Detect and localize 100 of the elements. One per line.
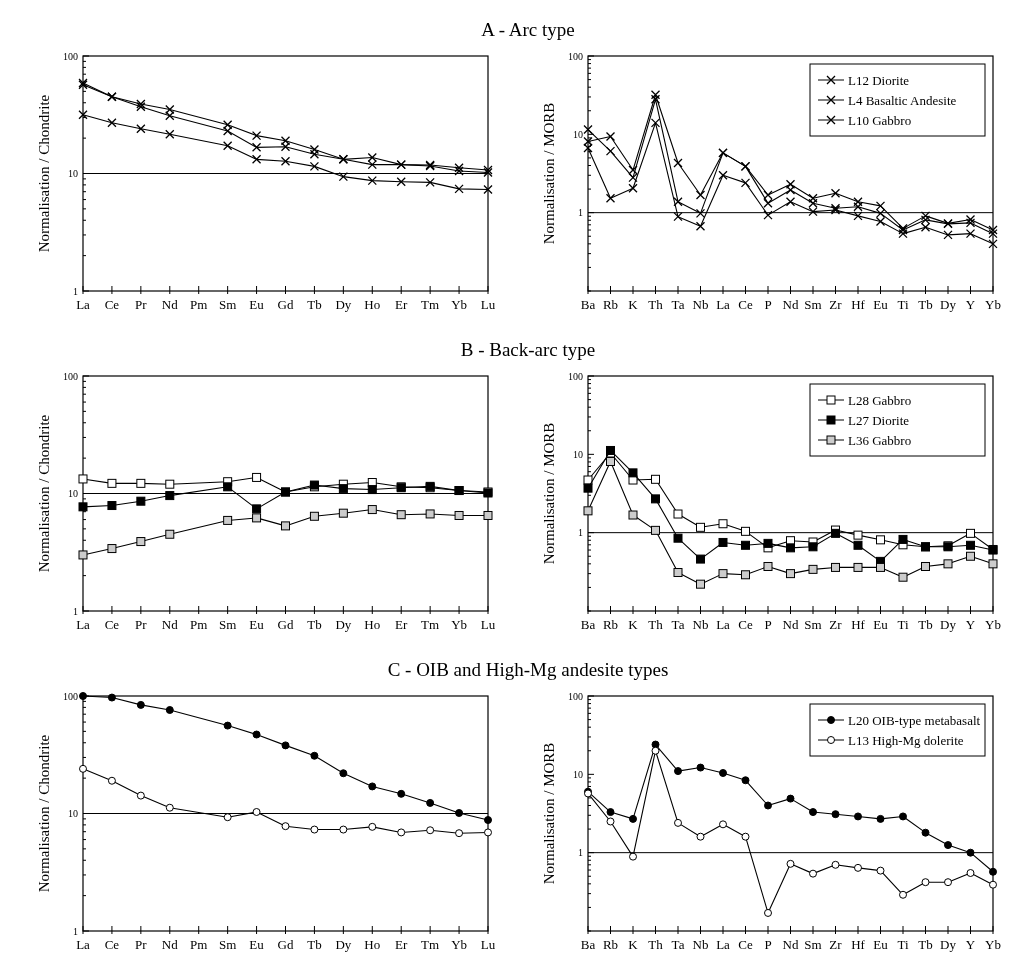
legend-label: L12 Diorite [848, 72, 910, 88]
y-tick-label: 10 [573, 768, 583, 780]
x-tick-label: K [628, 297, 639, 312]
legend-label: L4 Basaltic Andesite [848, 92, 957, 108]
x-tick-label: Pr [135, 297, 148, 312]
x-tick-label: Lu [480, 937, 496, 952]
x-tick-label: Ho [364, 617, 381, 632]
x-tick-label: Ce [738, 937, 753, 952]
x-tick-label: Yb [451, 297, 468, 312]
text: B - Back-arc type [460, 339, 596, 360]
x-tick-label: Sm [218, 937, 237, 952]
x-tick-label: Th [648, 617, 664, 632]
x-tick-label: Ti [897, 297, 909, 312]
x-tick-label: Hf [851, 937, 866, 952]
x-tick-label: Nd [782, 297, 799, 312]
y-tick-label: 1 [578, 527, 583, 539]
x-tick-label: Ba [580, 937, 596, 952]
x-tick-label: Ba [580, 617, 596, 632]
x-tick-label: Zr [829, 297, 843, 312]
x-tick-label: Tb [307, 937, 322, 952]
y-axis-title: Normalisation / Chondrite [36, 94, 52, 253]
x-tick-label: Lu [480, 297, 496, 312]
y-tick-label: 1 [578, 207, 583, 219]
x-tick-label: Yb [985, 937, 1001, 952]
x-tick-label: Sm [218, 297, 237, 312]
x-tick-label: Ti [897, 937, 909, 952]
x-tick-label: Tb [918, 617, 933, 632]
x-tick-label: La [76, 617, 91, 632]
x-tick-label: Sm [804, 617, 822, 632]
x-tick-label: Er [395, 617, 409, 632]
x-tick-label: Th [648, 297, 664, 312]
x-tick-label: Hf [851, 617, 866, 632]
x-tick-label: Nd [161, 937, 179, 952]
x-tick-label: Pm [190, 297, 208, 312]
x-tick-label: Ti [897, 617, 909, 632]
x-tick-label: Tb [307, 297, 322, 312]
x-tick-label: Rb [602, 297, 619, 312]
x-tick-label: Dy [335, 297, 352, 312]
x-tick-label: Ba [580, 297, 596, 312]
x-tick-label: Nb [692, 937, 709, 952]
y-tick-label: 1 [73, 605, 78, 617]
x-tick-label: Zr [829, 937, 843, 952]
x-tick-label: Dy [940, 617, 957, 632]
legend-label: L10 Gabbro [848, 112, 912, 128]
y-axis-title: Normalisation / MORB [541, 742, 557, 885]
x-tick-label: Ta [671, 617, 685, 632]
x-tick-label: Er [395, 297, 409, 312]
x-tick-label: Tm [421, 617, 440, 632]
text: A - Arc type [481, 19, 575, 40]
y-axis-title: Normalisation / Chondrite [36, 734, 52, 893]
y-tick-label: 10 [573, 448, 583, 460]
x-tick-label: Rb [602, 937, 619, 952]
y-tick-label: 1 [73, 925, 78, 937]
x-tick-label: K [628, 937, 639, 952]
x-tick-label: Tb [918, 937, 933, 952]
x-tick-label: Pm [190, 937, 208, 952]
y-tick-label: 1 [578, 847, 583, 859]
x-tick-label: Eu [249, 297, 265, 312]
x-tick-label: P [764, 937, 772, 952]
y-tick-label: 10 [573, 128, 583, 140]
x-tick-label: Nb [692, 617, 709, 632]
y-axis-title: Normalisation / MORB [541, 102, 557, 245]
legend-label: L13 High-Mg dolerite [848, 732, 964, 748]
x-tick-label: La [76, 937, 91, 952]
x-tick-label: Sm [804, 297, 822, 312]
x-tick-label: K [628, 617, 639, 632]
legend-label: L20 OIB-type metabasalt [848, 712, 981, 728]
x-tick-label: Tm [421, 297, 440, 312]
x-tick-label: Ce [104, 617, 120, 632]
x-tick-label: P [764, 617, 772, 632]
x-tick-label: Ho [364, 937, 381, 952]
x-tick-label: Zr [829, 617, 843, 632]
x-tick-label: Yb [985, 297, 1001, 312]
x-tick-label: Tm [421, 937, 440, 952]
x-tick-label: Pm [190, 617, 208, 632]
y-tick-label: 100 [63, 690, 78, 702]
x-tick-label: Gd [277, 297, 294, 312]
x-tick-label: Tb [307, 617, 322, 632]
x-tick-label: Ta [671, 297, 685, 312]
x-tick-label: Eu [873, 937, 889, 952]
x-tick-label: Nd [161, 297, 179, 312]
x-tick-label: Dy [940, 297, 957, 312]
x-tick-label: Tb [918, 297, 933, 312]
x-tick-label: Rb [602, 617, 619, 632]
x-tick-label: Dy [940, 937, 957, 952]
x-tick-label: La [716, 297, 731, 312]
x-tick-label: Y [965, 937, 976, 952]
x-tick-label: Pr [135, 937, 148, 952]
x-tick-label: Pr [135, 617, 148, 632]
y-tick-label: 10 [68, 488, 78, 499]
x-tick-label: Y [965, 297, 976, 312]
x-tick-label: Ta [671, 937, 685, 952]
legend-label: L27 Diorite [848, 412, 910, 428]
x-tick-label: Ho [364, 297, 381, 312]
y-tick-label: 100 [63, 50, 78, 62]
x-tick-label: Lu [480, 617, 496, 632]
x-tick-label: Nb [692, 297, 709, 312]
y-tick-label: 100 [568, 50, 583, 62]
x-tick-label: Nd [782, 617, 799, 632]
x-tick-label: Gd [277, 937, 294, 952]
